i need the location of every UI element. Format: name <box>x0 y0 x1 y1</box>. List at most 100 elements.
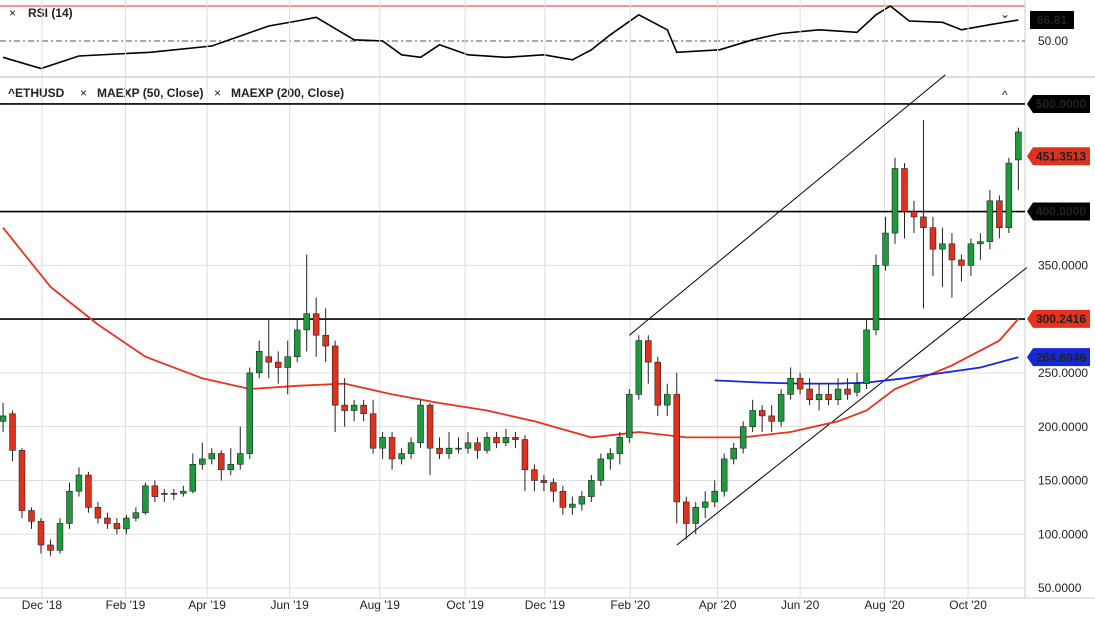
candle-body <box>331 345 339 406</box>
y-tick-label: 50.0000 <box>1038 581 1082 595</box>
candle-body <box>815 394 823 401</box>
candle-body <box>274 361 282 368</box>
candle-body <box>635 340 643 395</box>
price-badge-label: 264.6046 <box>1036 350 1086 364</box>
collapse-icon[interactable]: ^ <box>1002 88 1008 102</box>
level-badge <box>1027 94 1090 113</box>
y-tick-label: 200.0000 <box>1038 420 1088 434</box>
rsi-line <box>2 5 1019 70</box>
x-tick-label: Jun '20 <box>781 598 820 612</box>
rsi-badge <box>1030 10 1074 29</box>
legend-ma50: MAEXP (50, Close) <box>97 86 203 100</box>
candle-body <box>227 464 235 470</box>
candle-body <box>360 404 367 415</box>
trend-line <box>628 74 946 336</box>
candle-body <box>208 453 216 460</box>
x-tick-label: Dec '18 <box>22 598 63 612</box>
candle-body <box>540 480 548 483</box>
candle-body <box>825 394 832 401</box>
candle-body <box>341 404 348 411</box>
candle-body <box>967 243 975 266</box>
y-tick-label: 100.0000 <box>1038 527 1088 541</box>
level-badge-label: 500.0000 <box>1036 97 1086 111</box>
candle-body <box>806 388 813 401</box>
candle-body <box>284 356 291 368</box>
price-badge-label: 451.3513 <box>1036 149 1086 163</box>
trend-line <box>676 267 1028 546</box>
x-tick-label: Oct '19 <box>446 598 484 612</box>
candle-body <box>18 450 26 511</box>
candle-body <box>701 501 709 508</box>
candle-body <box>218 453 225 470</box>
candle-body <box>844 388 851 395</box>
candle-body <box>834 388 842 401</box>
candle-body <box>550 482 557 492</box>
x-tick-label: Feb '19 <box>106 598 146 612</box>
candle-body <box>521 439 529 470</box>
candle-body <box>445 447 453 454</box>
x-tick-label: Aug '19 <box>360 598 401 612</box>
level-label: 50.00 <box>1038 34 1068 48</box>
candle-body <box>616 437 624 454</box>
candle-body <box>322 334 329 347</box>
x-tick-label: Jun '19 <box>270 598 309 612</box>
legend-ma200: MAEXP (200, Close) <box>231 86 344 100</box>
candle-body <box>455 447 462 450</box>
candle-body <box>796 377 804 390</box>
candle-body <box>597 458 605 481</box>
candle-body <box>1005 162 1013 228</box>
candle-body <box>180 490 187 494</box>
candle-body <box>85 474 92 508</box>
candle-body <box>929 227 937 250</box>
candle-body <box>1015 131 1022 161</box>
candle-body <box>683 501 690 524</box>
candle-body <box>939 243 946 250</box>
candle-body <box>777 394 785 422</box>
candle-body <box>749 410 756 427</box>
candle-body <box>104 517 111 524</box>
candle-body <box>986 200 994 242</box>
rsi-badge-label: 66.81 <box>1037 13 1067 27</box>
candle-body <box>161 493 168 495</box>
candle-body <box>502 437 510 444</box>
candle-body <box>132 512 140 519</box>
candle-body <box>113 523 121 530</box>
price-badge-label: 300.2416 <box>1036 312 1086 326</box>
candle-body <box>996 200 1003 228</box>
level-badge-label: 400.0000 <box>1036 205 1086 219</box>
candle-body <box>720 458 728 492</box>
candle-body <box>758 410 766 417</box>
candle-body <box>493 437 500 444</box>
candle-body <box>293 329 301 358</box>
x-tick-label: Aug '20 <box>864 598 905 612</box>
close-icon[interactable]: × <box>80 86 87 100</box>
price-badge <box>1027 309 1090 328</box>
candle-body <box>692 507 699 524</box>
candle-body <box>28 510 35 522</box>
x-tick-label: Apr '20 <box>699 598 737 612</box>
candle-body <box>645 340 652 363</box>
candle-body <box>151 485 159 497</box>
candle-body <box>66 490 73 524</box>
candle-body <box>237 453 244 465</box>
candle-body <box>303 313 310 331</box>
candle-body <box>910 211 918 218</box>
candle-body <box>246 372 253 454</box>
symbol-title: ^ETHUSD <box>8 86 65 100</box>
candle-body <box>9 413 16 451</box>
collapse-icon[interactable]: ⌄ <box>1000 7 1010 21</box>
candle-body <box>37 521 45 546</box>
candle-body <box>407 442 415 454</box>
candle-body <box>94 507 102 519</box>
candle-body <box>626 394 633 438</box>
candle-body <box>142 485 149 514</box>
candle-body <box>673 394 680 503</box>
close-icon[interactable]: × <box>214 86 221 100</box>
close-icon[interactable]: × <box>9 6 16 20</box>
moving-average <box>2 227 1020 439</box>
candle-body <box>588 480 595 497</box>
candle-body <box>607 453 614 460</box>
y-tick-label: 150.0000 <box>1038 474 1088 488</box>
candle-body <box>464 442 472 449</box>
